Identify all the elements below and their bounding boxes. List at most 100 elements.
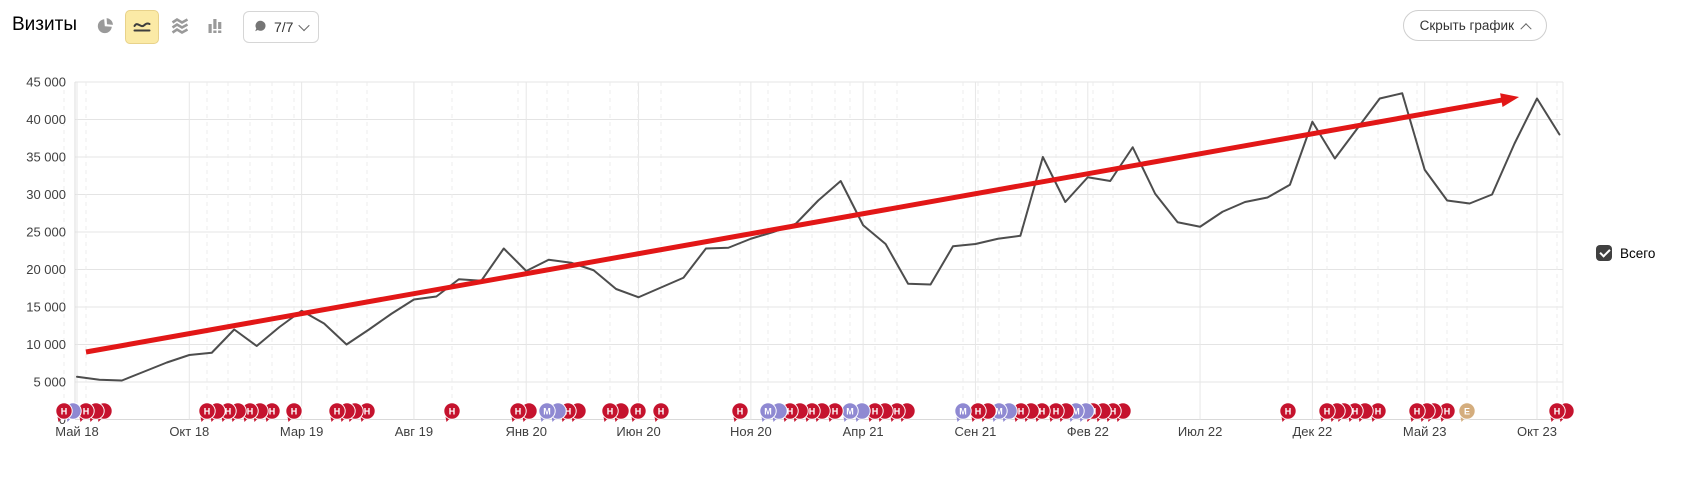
x-axis-label: Окт 23 <box>1517 424 1557 439</box>
svg-text:Н: Н <box>515 406 522 416</box>
svg-text:Н: Н <box>1554 406 1561 416</box>
annotation-marker[interactable]: Н <box>826 402 844 422</box>
x-axis-label: Ноя 20 <box>730 424 772 439</box>
annotation-marker[interactable]: Н <box>1408 402 1426 422</box>
page-title: Визиты <box>12 14 77 35</box>
hide-chart-button[interactable]: Скрыть график <box>1402 10 1547 41</box>
annotations-count: 7/7 <box>274 19 294 35</box>
svg-text:Н: Н <box>809 406 816 416</box>
svg-text:Н: Н <box>1375 406 1382 416</box>
y-axis-label: 25 000 <box>26 225 66 240</box>
annotation-marker[interactable]: Н <box>969 402 987 422</box>
y-axis-label: 15 000 <box>26 300 66 315</box>
svg-text:Н: Н <box>204 406 211 416</box>
chart-type-line-button[interactable] <box>125 10 159 44</box>
svg-text:М: М <box>1072 406 1080 416</box>
annotation-marker[interactable]: Н <box>1279 402 1297 422</box>
svg-text:Н: Н <box>1352 406 1359 416</box>
svg-text:М: М <box>995 406 1003 416</box>
svg-text:М: М <box>764 406 772 416</box>
total-label: Всего <box>1620 245 1656 261</box>
annotation-marker[interactable] <box>853 402 871 422</box>
annotation-marker[interactable]: Н <box>443 402 461 422</box>
svg-text:Н: Н <box>894 406 901 416</box>
annotation-marker[interactable]: Н <box>1318 402 1336 422</box>
svg-text:Н: Н <box>83 406 90 416</box>
x-axis-label: Сен 21 <box>955 424 997 439</box>
annotation-marker[interactable]: Е <box>1458 402 1476 422</box>
svg-text:Н: Н <box>737 406 744 416</box>
svg-text:М: М <box>543 406 551 416</box>
svg-text:Н: Н <box>364 406 371 416</box>
annotation-marker[interactable]: Н <box>328 402 346 422</box>
svg-text:Н: Н <box>872 406 879 416</box>
svg-text:Н: Н <box>658 406 665 416</box>
annotation-marker[interactable]: Н <box>509 402 527 422</box>
svg-text:Н: Н <box>565 406 572 416</box>
svg-text:Н: Н <box>787 406 794 416</box>
chart-type-columns-button[interactable] <box>199 10 233 44</box>
hide-chart-label: Скрыть график <box>1419 18 1514 33</box>
y-axis-label: 35 000 <box>26 150 66 165</box>
svg-text:Е: Е <box>1464 406 1470 416</box>
annotation-marker[interactable]: М <box>841 402 859 422</box>
chart-type-areas-button[interactable] <box>163 10 197 44</box>
y-axis-label: 40 000 <box>26 112 66 127</box>
annotation-marker[interactable]: Н <box>866 402 884 422</box>
annotation-marker[interactable]: Н <box>1548 402 1566 422</box>
annotation-marker[interactable]: М <box>538 402 556 422</box>
legend-item-total[interactable]: Всего <box>1596 245 1655 261</box>
total-checkbox[interactable] <box>1596 245 1612 261</box>
x-axis-label: Июл 22 <box>1178 424 1222 439</box>
x-axis-label: Дек 22 <box>1292 424 1332 439</box>
svg-text:М: М <box>959 406 967 416</box>
comment-bubble-icon <box>254 19 267 35</box>
svg-text:Н: Н <box>1285 406 1292 416</box>
annotation-marker[interactable]: Н <box>198 402 216 422</box>
annotation-marker[interactable]: М <box>954 402 972 422</box>
svg-text:Н: Н <box>635 406 642 416</box>
y-axis-label: 30 000 <box>26 187 66 202</box>
stacked-areas-icon <box>171 17 189 38</box>
svg-text:Н: Н <box>61 406 68 416</box>
x-axis-label: Авг 19 <box>395 424 433 439</box>
svg-text:Н: Н <box>832 406 839 416</box>
x-axis-label: Июн 20 <box>616 424 660 439</box>
annotation-marker[interactable]: М <box>759 402 777 422</box>
svg-text:Н: Н <box>1324 406 1331 416</box>
line-chart-icon <box>132 17 152 38</box>
svg-text:Н: Н <box>1110 406 1117 416</box>
svg-text:Н: Н <box>225 406 232 416</box>
svg-text:Н: Н <box>975 406 982 416</box>
svg-text:Н: Н <box>1053 406 1060 416</box>
annotation-marker[interactable]: Н <box>652 402 670 422</box>
annotation-marker[interactable]: Н <box>601 402 619 422</box>
annotations-dropdown-button[interactable]: 7/7 <box>243 11 320 43</box>
svg-text:М: М <box>846 406 854 416</box>
y-axis-label: 10 000 <box>26 337 66 352</box>
pie-chart-icon <box>96 17 114 38</box>
svg-text:Н: Н <box>607 406 614 416</box>
svg-text:Н: Н <box>449 406 456 416</box>
annotation-marker[interactable]: Н <box>629 402 647 422</box>
svg-text:Н: Н <box>269 406 276 416</box>
x-axis-label: Янв 20 <box>505 424 547 439</box>
x-axis-label: Май 18 <box>55 424 99 439</box>
svg-text:Н: Н <box>1414 406 1421 416</box>
series-line-total[interactable] <box>76 92 1561 382</box>
y-axis-label: 5 000 <box>33 375 66 390</box>
annotation-marker[interactable]: Н <box>731 402 749 422</box>
annotation-marker[interactable]: Н <box>1369 402 1387 422</box>
columns-icon <box>207 17 225 38</box>
chart-type-pie-button[interactable] <box>88 10 122 44</box>
x-axis-label: Апр 21 <box>843 424 884 439</box>
svg-text:Н: Н <box>247 406 254 416</box>
svg-text:Н: Н <box>1018 406 1025 416</box>
annotation-marker[interactable]: Н <box>55 402 73 422</box>
x-axis-label: Мар 19 <box>280 424 324 439</box>
annotation-marker[interactable]: Н <box>1438 402 1456 422</box>
annotation-marker[interactable]: Н <box>285 402 303 422</box>
trend-arrow-line <box>85 96 1506 355</box>
svg-text:Н: Н <box>1039 406 1046 416</box>
